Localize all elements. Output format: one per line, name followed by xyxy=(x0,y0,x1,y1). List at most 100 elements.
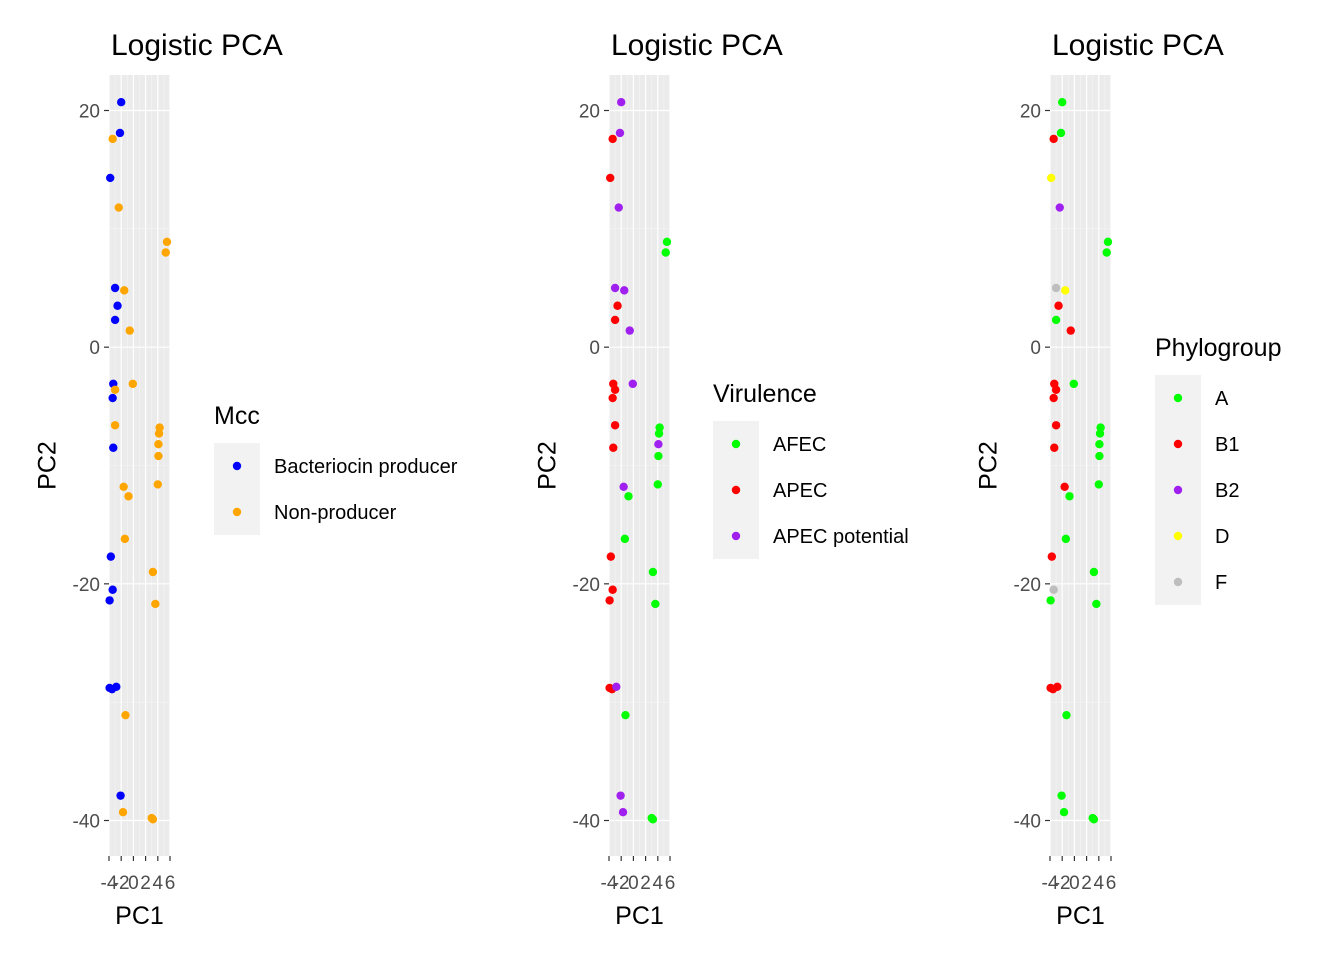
legend-title: Virulence xyxy=(713,380,817,408)
data-point xyxy=(128,379,137,389)
data-point xyxy=(1051,421,1061,430)
x-axis-label: PC1 xyxy=(115,902,164,930)
data-point xyxy=(1056,128,1066,138)
y-axis-label: PC2 xyxy=(34,441,62,490)
y-tick-label: 20 xyxy=(1020,102,1041,123)
x-tick-label: 2 xyxy=(640,873,651,894)
y-axis-label: PC2 xyxy=(975,441,1003,490)
chart-title: Logistic PCA xyxy=(1052,29,1224,62)
y-tick-label: -20 xyxy=(73,575,100,596)
data-point xyxy=(1102,248,1111,257)
y-axis-label: PC2 xyxy=(534,441,562,490)
data-point xyxy=(1103,237,1113,247)
legend-title: Phylogroup xyxy=(1155,334,1281,362)
data-point xyxy=(1051,283,1061,293)
data-point xyxy=(618,808,628,817)
data-point xyxy=(1092,599,1101,609)
data-point xyxy=(648,815,658,824)
data-point xyxy=(151,599,160,609)
legend-entry-label: Bacteriocin producer xyxy=(274,456,458,478)
data-point xyxy=(606,552,616,561)
legend-entry-label: AFEC xyxy=(773,434,826,456)
data-point xyxy=(654,429,664,438)
data-point xyxy=(1095,451,1104,461)
x-tick-label: 6 xyxy=(665,873,676,894)
data-point xyxy=(121,710,130,720)
data-point xyxy=(648,567,658,577)
data-point xyxy=(1050,443,1059,452)
data-point xyxy=(651,599,660,609)
data-point xyxy=(109,443,118,452)
data-point xyxy=(609,443,618,452)
data-point xyxy=(106,552,116,561)
legend-key-marker xyxy=(731,485,741,495)
data-point xyxy=(620,534,630,544)
data-point xyxy=(1046,596,1055,605)
data-point xyxy=(154,440,163,449)
data-point xyxy=(608,393,617,403)
data-point xyxy=(125,326,134,335)
data-point xyxy=(108,134,117,144)
data-point xyxy=(1057,791,1066,800)
legend-entry-label: B2 xyxy=(1215,480,1239,502)
legend-key-marker xyxy=(1173,439,1183,449)
data-point xyxy=(608,134,617,144)
data-point xyxy=(120,534,130,544)
data-point xyxy=(1089,815,1099,824)
data-point xyxy=(115,128,125,138)
data-point xyxy=(162,237,172,247)
data-point xyxy=(119,482,128,491)
x-tick-label: -4 xyxy=(101,873,118,894)
data-point xyxy=(120,286,129,295)
data-point xyxy=(621,710,630,720)
x-tick-label: -2 xyxy=(113,873,130,894)
x-axis-label: PC1 xyxy=(615,902,664,930)
data-point xyxy=(654,440,663,449)
legend-entry-label: D xyxy=(1215,526,1229,548)
x-tick-label: 0 xyxy=(128,873,139,894)
data-point xyxy=(116,791,125,800)
data-point xyxy=(653,480,662,489)
data-point xyxy=(154,429,164,438)
data-point xyxy=(1049,134,1058,144)
chart-title: Logistic PCA xyxy=(611,29,783,62)
data-point xyxy=(605,596,614,605)
data-point xyxy=(1051,315,1061,325)
data-point xyxy=(114,203,123,212)
data-point xyxy=(118,808,128,817)
x-tick-label: 4 xyxy=(653,873,664,894)
data-point xyxy=(110,283,120,293)
data-point xyxy=(108,393,117,403)
data-point xyxy=(1049,585,1058,594)
data-point xyxy=(610,385,620,394)
data-point xyxy=(148,815,158,824)
x-tick-label: -2 xyxy=(613,873,630,894)
data-point xyxy=(1058,98,1067,107)
data-point xyxy=(1069,379,1078,389)
data-point xyxy=(110,421,120,430)
data-point xyxy=(108,585,117,594)
data-point xyxy=(620,286,629,295)
data-point xyxy=(654,451,663,461)
legend-title: Mcc xyxy=(214,402,260,430)
y-tick-label: -20 xyxy=(1014,575,1041,596)
legend-key-marker xyxy=(731,439,741,449)
x-tick-label: -2 xyxy=(1054,873,1071,894)
data-point xyxy=(612,682,621,691)
data-point xyxy=(619,482,628,491)
data-point xyxy=(1055,203,1064,212)
data-point xyxy=(616,791,625,800)
data-point xyxy=(148,567,158,577)
data-point xyxy=(1049,393,1058,403)
data-point xyxy=(1059,808,1069,817)
legend-entry-label: APEC potential xyxy=(773,526,909,548)
data-point xyxy=(610,283,620,293)
data-point xyxy=(617,98,626,107)
data-point xyxy=(110,385,120,394)
data-point xyxy=(606,173,615,183)
y-tick-label: -40 xyxy=(573,812,600,833)
legend-entry-label: F xyxy=(1215,572,1227,594)
x-tick-label: 6 xyxy=(1106,873,1117,894)
legend-key-marker xyxy=(1173,577,1183,587)
